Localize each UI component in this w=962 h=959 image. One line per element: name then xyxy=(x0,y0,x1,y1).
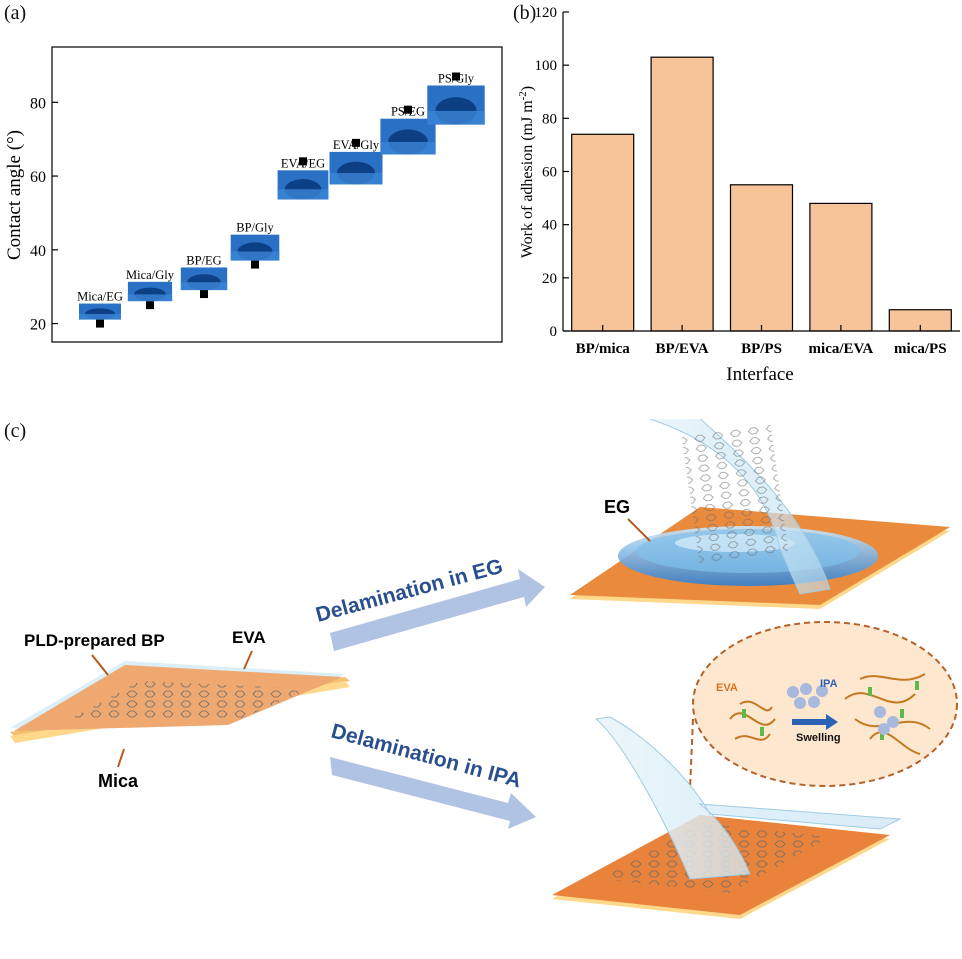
label-bp-pointer xyxy=(91,654,109,676)
droplet-label: PS/Gly xyxy=(438,72,475,86)
y-tick-label: 60 xyxy=(30,169,46,186)
droplet-label: Mica/Gly xyxy=(126,268,175,282)
bar xyxy=(809,202,873,332)
inset-eva-label: EVA xyxy=(716,682,738,694)
data-point xyxy=(251,260,259,269)
y-tick-label: 40 xyxy=(30,243,46,260)
data-point xyxy=(146,301,154,310)
data-point xyxy=(299,157,307,166)
panel-label-a: (a) xyxy=(4,2,27,24)
arrow-eg xyxy=(330,569,545,651)
droplet-label: EVA/EG xyxy=(281,156,325,170)
ipa-delamination xyxy=(552,716,902,919)
droplet-image xyxy=(380,118,436,155)
stacked-sample xyxy=(10,661,350,743)
y-axis: 20 40 60 80 xyxy=(30,95,58,334)
droplet-image xyxy=(427,85,485,125)
label-bp: PLD-prepared BP xyxy=(24,631,165,650)
panel-label-b: (b) xyxy=(513,2,537,24)
inset-ipa-label: IPA xyxy=(820,678,838,690)
bar xyxy=(650,56,714,332)
y-tick-label: 120 xyxy=(535,5,558,21)
y-tick-label: 80 xyxy=(542,111,557,127)
x-tick-label: mica/EVA xyxy=(809,341,874,357)
work-of-adhesion-chart: 0 20 40 60 80 100 120 BP/mica BP/EVA BP/PS mica/EV… xyxy=(517,5,960,385)
eg-delamination xyxy=(570,419,950,609)
axes-ticks: 0 20 40 60 80 100 120 BP/mica BP/EVA BP/PS mica/EV… xyxy=(535,5,947,357)
y-tick-label: 80 xyxy=(30,95,46,112)
droplet-label: Mica/EG xyxy=(77,290,123,304)
data-point xyxy=(200,290,208,299)
swelling-inset xyxy=(689,621,958,790)
label-mica-pointer xyxy=(117,748,125,768)
arrow-ipa xyxy=(330,757,536,829)
y-tick-label: 0 xyxy=(550,324,558,340)
droplet-image xyxy=(79,303,121,320)
bar xyxy=(729,184,794,332)
droplet-image xyxy=(127,281,173,302)
droplet-pointer xyxy=(627,518,651,542)
x-axis-label: Interface xyxy=(726,364,794,385)
y-tick-label: 100 xyxy=(535,58,558,74)
droplet-label: EG xyxy=(604,497,630,517)
label-eva-pointer xyxy=(243,650,253,670)
y-tick-label: 20 xyxy=(30,317,46,334)
y-tick-label: 40 xyxy=(542,218,557,234)
droplet-image xyxy=(277,170,329,200)
x-tick-label: BP/mica xyxy=(576,341,631,357)
plot-frame xyxy=(51,46,503,343)
contact-angle-chart: 20 40 60 80 Contact angle (°) Mica/EGMica/G… xyxy=(4,46,503,343)
y-axis-label: Contact angle (°) xyxy=(4,130,25,260)
bar xyxy=(571,133,635,332)
x-tick-label: BP/EVA xyxy=(656,341,709,357)
data-point xyxy=(352,138,360,147)
y-axis-label: Work of adhesion (mJ m-2) xyxy=(517,86,536,258)
delamination-schematic: PLD-prepared BP EVA Mica Delamination in… xyxy=(10,419,958,919)
droplet-image xyxy=(180,267,228,291)
y-tick-label: 60 xyxy=(542,165,557,181)
droplet-label: BP/Gly xyxy=(236,221,274,235)
droplet-label: PS/EG xyxy=(391,105,425,119)
label-eva: EVA xyxy=(232,628,266,647)
bars xyxy=(571,56,952,332)
droplet-image xyxy=(230,234,280,261)
data-point xyxy=(96,319,104,328)
panel-label-c: (c) xyxy=(4,420,27,442)
y-tick-label: 20 xyxy=(542,271,557,287)
label-mica: Mica xyxy=(98,771,139,791)
x-tick-label: BP/PS xyxy=(741,341,782,357)
droplet-image xyxy=(329,151,383,185)
droplet-label: BP/EG xyxy=(186,253,221,267)
data-point xyxy=(452,72,460,81)
x-tick-label: mica/PS xyxy=(894,341,947,357)
inset-swelling-label: Swelling xyxy=(796,732,841,744)
droplet-label: EVA/Gly xyxy=(333,138,380,152)
data-point xyxy=(404,105,412,114)
